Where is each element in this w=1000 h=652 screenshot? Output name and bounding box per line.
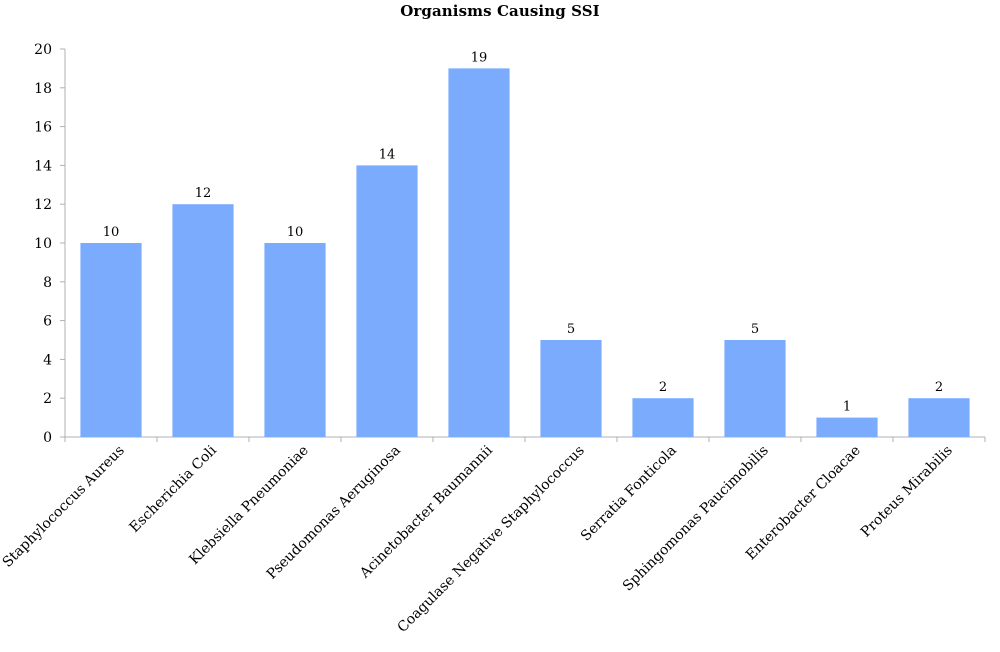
bar — [80, 243, 142, 437]
chart-title: Organisms Causing SSI — [400, 2, 600, 20]
y-tick-label: 0 — [43, 430, 52, 446]
y-tick-label: 18 — [34, 81, 52, 97]
bar — [448, 68, 510, 438]
bars — [80, 68, 970, 438]
y-axis: 0 2 4 6 8 10 12 14 16 18 20 — [34, 42, 66, 446]
data-label: 19 — [471, 50, 488, 65]
data-label: 12 — [195, 186, 212, 201]
y-tick-label: 6 — [43, 314, 52, 330]
y-tick-label: 16 — [34, 120, 52, 136]
category-label: Coagulase Negative Staphylococcus — [395, 443, 588, 636]
category-label: Serratia Fonticola — [578, 443, 680, 545]
y-tick-label: 10 — [34, 236, 52, 252]
data-label: 5 — [751, 322, 759, 337]
category-label: Sphingomonas Paucimobilis — [620, 443, 772, 595]
y-tick-label: 2 — [43, 391, 52, 407]
category-label: Staphylococcus Aureus — [0, 443, 128, 571]
bar — [540, 340, 602, 437]
y-tick-label: 8 — [43, 275, 52, 291]
category-label: Proteus Mirabilis — [858, 443, 956, 541]
y-tick-label: 12 — [34, 197, 52, 213]
y-tick-label: 14 — [34, 158, 52, 174]
y-tick-label: 4 — [43, 352, 52, 368]
data-label: 14 — [379, 147, 396, 162]
data-label: 5 — [567, 322, 575, 337]
y-tick-label: 20 — [34, 42, 52, 58]
data-label: 2 — [935, 380, 943, 395]
data-label: 1 — [843, 400, 851, 415]
bar — [632, 398, 694, 437]
bar — [264, 243, 326, 437]
bar — [724, 340, 786, 437]
bar — [172, 204, 234, 437]
category-label: Escherichia Coli — [127, 442, 221, 536]
x-axis — [64, 436, 986, 442]
bar — [816, 417, 878, 437]
bar — [908, 398, 970, 437]
bar — [356, 165, 418, 437]
data-label: 10 — [287, 225, 304, 240]
data-label: 2 — [659, 380, 667, 395]
data-label: 10 — [103, 225, 120, 240]
